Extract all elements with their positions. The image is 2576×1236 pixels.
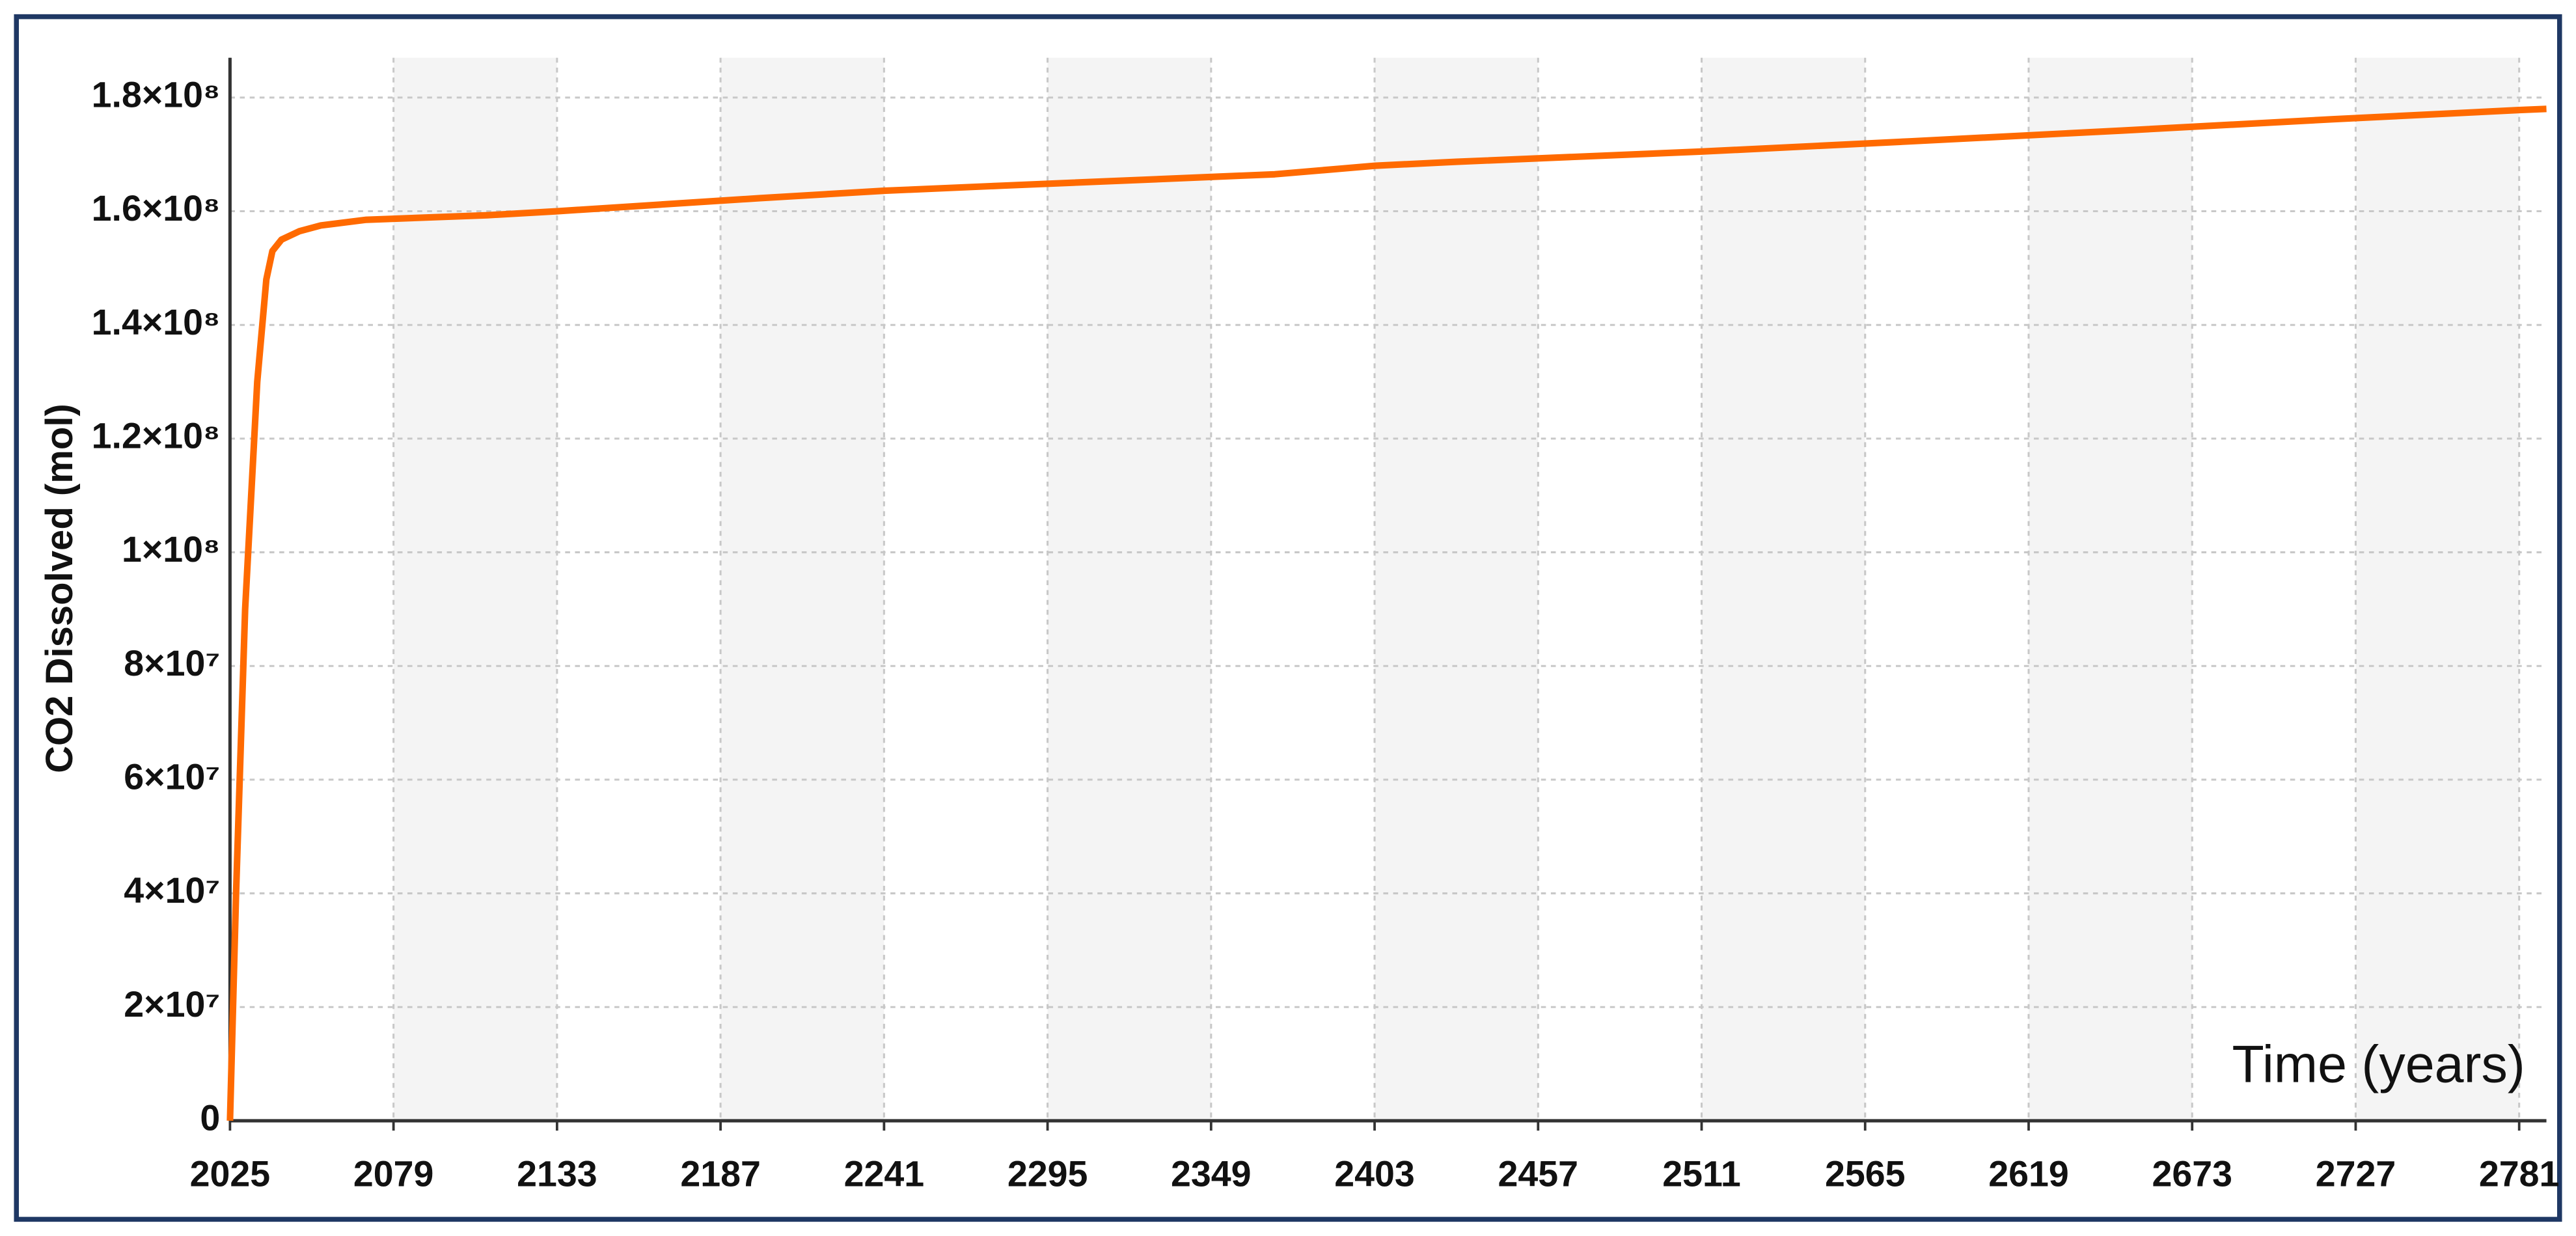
y-tick-label: 1×10⁸	[122, 529, 220, 570]
x-tick-label: 2619	[1988, 1153, 2069, 1194]
y-tick-label: 1.6×10⁸	[92, 188, 221, 228]
x-tick-label: 2079	[353, 1153, 434, 1194]
stripe	[1375, 57, 1539, 1121]
y-axis-title: CO2 Dissolved (mol)	[38, 404, 81, 773]
stripe	[2355, 57, 2519, 1121]
x-tick-label: 2403	[1334, 1153, 1415, 1194]
x-tick-label: 2133	[517, 1153, 597, 1194]
x-tick-label: 2727	[2316, 1153, 2396, 1194]
stripes	[393, 57, 2519, 1121]
stripe	[393, 57, 557, 1121]
data-line	[226, 105, 2547, 1121]
y-tick-label: 1.8×10⁸	[92, 75, 221, 115]
y-tick-label: 4×10⁷	[124, 870, 220, 911]
x-tick-label: 2241	[844, 1153, 925, 1194]
frame	[14, 14, 2562, 1222]
x-tick-label: 2295	[1007, 1153, 1088, 1194]
y-tick-label: 2×10⁷	[124, 984, 220, 1024]
stripe	[1701, 57, 1865, 1121]
stripe	[1047, 57, 1211, 1121]
x-tick-label: 2457	[1498, 1153, 1579, 1194]
x-tick-label: 2025	[190, 1153, 271, 1194]
x-tick-label: 2781	[2479, 1153, 2560, 1194]
stripe	[720, 57, 884, 1121]
y-tick-label: 6×10⁷	[124, 757, 220, 797]
x-tick-label: 2565	[1825, 1153, 1906, 1194]
y-tick-label: 0	[200, 1098, 220, 1138]
x-axis-title: Time (years)	[2232, 1035, 2525, 1093]
x-tick-label: 2673	[2152, 1153, 2232, 1194]
y-tick-label: 1.2×10⁸	[92, 416, 221, 456]
stripe	[2028, 57, 2193, 1121]
y-tick-label: 8×10⁷	[124, 643, 220, 683]
y-tick-label: 1.4×10⁸	[92, 302, 221, 342]
x-tick-label: 2511	[1662, 1153, 1740, 1194]
x-tick-label: 2187	[680, 1153, 761, 1194]
x-tick-label: 2349	[1171, 1153, 1252, 1194]
